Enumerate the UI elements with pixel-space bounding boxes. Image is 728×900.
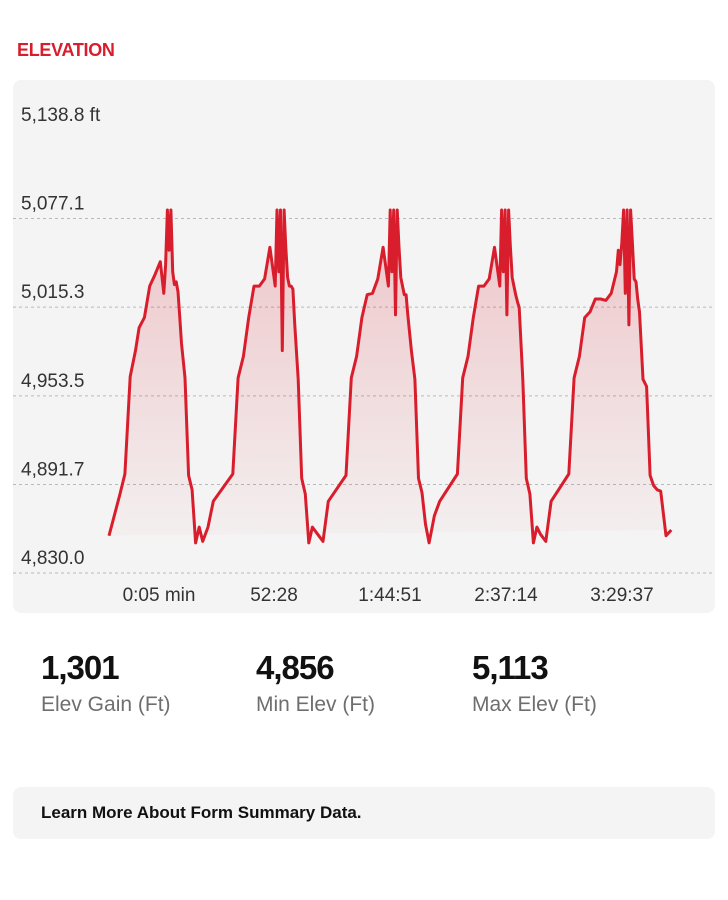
x-tick-label: 1:44:51 [358, 585, 421, 606]
y-tick-label: 5,138.8 ft [21, 105, 101, 126]
stat-value: 4,856 [256, 649, 335, 686]
y-tick-label: 4,830.0 [21, 548, 84, 569]
elevation-chart-svg: 5,138.8 ft 5,077.1 5,015.3 4,953.5 4,891.7 4,… [13, 105, 715, 606]
stat-value: 1,301 [41, 649, 120, 686]
y-tick-label: 5,015.3 [21, 282, 84, 303]
stat-label: Max Elev (Ft) [472, 693, 597, 716]
x-tick-label: 2:37:14 [474, 585, 538, 606]
y-tick-label: 4,891.7 [21, 459, 84, 480]
stat-label: Min Elev (Ft) [256, 693, 376, 716]
elevation-line [107, 208, 673, 545]
x-tick-label: 52:28 [250, 585, 298, 606]
y-tick-label: 4,953.5 [21, 371, 84, 392]
learn-more-link[interactable]: Learn More About Form Summary Data. [13, 787, 715, 839]
learn-more-label[interactable]: Learn More About Form Summary Data. [41, 803, 362, 822]
x-tick-label: 0:05 min [123, 585, 196, 606]
stat-min-elev: 4,856 Min Elev (Ft) [256, 648, 375, 720]
elevation-area [109, 210, 672, 543]
stat-elev-gain: 1,301 Elev Gain (Ft) [41, 648, 171, 720]
elevation-chart: 5,138.8 ft 5,077.1 5,015.3 4,953.5 4,891.7 4,… [13, 80, 715, 613]
section-title: ELEVATION [17, 40, 115, 60]
stat-label: Elev Gain (Ft) [41, 693, 171, 716]
stat-max-elev: 5,113 Max Elev (Ft) [472, 648, 597, 720]
y-tick-label: 5,077.1 [21, 194, 84, 215]
x-tick-label: 3:29:37 [590, 585, 653, 606]
stat-value: 5,113 [472, 649, 549, 686]
